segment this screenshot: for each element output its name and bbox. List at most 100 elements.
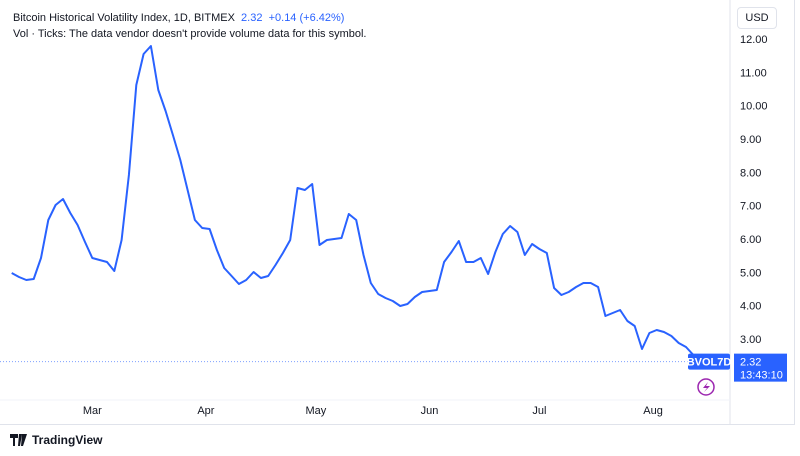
data-point xyxy=(412,294,417,299)
y-tick-label: 9.00 xyxy=(740,134,761,146)
data-point xyxy=(434,287,439,292)
data-point xyxy=(339,235,344,240)
flash-icon-bolt xyxy=(703,382,710,392)
data-point xyxy=(544,250,549,255)
data-point xyxy=(97,257,102,262)
data-point xyxy=(222,265,227,270)
data-point xyxy=(236,281,241,286)
data-point xyxy=(471,259,476,264)
data-point xyxy=(53,202,58,207)
data-point xyxy=(9,270,14,275)
data-point xyxy=(596,284,601,289)
x-tick-label: Jul xyxy=(532,405,546,417)
data-point xyxy=(669,333,674,338)
data-point xyxy=(449,249,454,254)
data-point xyxy=(317,242,322,247)
chart-legend: Bitcoin Historical Volatility Index, 1D,… xyxy=(13,10,366,42)
data-point xyxy=(361,252,366,257)
y-tick-label: 11.00 xyxy=(740,67,767,79)
data-point xyxy=(280,250,285,255)
tradingview-logo[interactable]: TradingView xyxy=(10,433,102,447)
x-tick-label: Aug xyxy=(643,405,663,417)
price-label-bg xyxy=(734,353,787,382)
data-point xyxy=(493,249,498,254)
data-point xyxy=(288,237,293,242)
data-point xyxy=(559,292,564,297)
data-point xyxy=(324,237,329,242)
data-point xyxy=(354,217,359,222)
data-point xyxy=(134,82,139,87)
data-point xyxy=(456,238,461,243)
series-line xyxy=(11,45,702,363)
data-point xyxy=(566,289,571,294)
data-point xyxy=(104,259,109,264)
data-point xyxy=(24,277,29,282)
data-point xyxy=(508,223,513,228)
data-point xyxy=(310,181,315,186)
data-point xyxy=(676,340,681,345)
data-point xyxy=(640,346,645,351)
data-point xyxy=(31,276,36,281)
data-point xyxy=(442,259,447,264)
data-point xyxy=(295,185,300,190)
data-point xyxy=(273,262,278,267)
data-point xyxy=(244,277,249,282)
data-point xyxy=(500,231,505,236)
data-point xyxy=(398,303,403,308)
data-point xyxy=(258,275,263,280)
data-point xyxy=(530,241,535,246)
data-point xyxy=(588,280,593,285)
x-tick-label: Mar xyxy=(83,405,102,417)
data-point xyxy=(647,330,652,335)
y-tick-label: 5.00 xyxy=(740,267,761,279)
data-point xyxy=(192,217,197,222)
x-tick-label: Jun xyxy=(421,405,439,417)
tradingview-logo-icon xyxy=(10,434,27,446)
data-point xyxy=(603,313,608,318)
data-point xyxy=(346,211,351,216)
data-point xyxy=(266,273,271,278)
data-point xyxy=(420,289,425,294)
data-point xyxy=(405,301,410,306)
volume-note: Vol · Ticks: The data vendor doesn't pro… xyxy=(13,28,367,40)
data-point xyxy=(251,269,256,274)
y-tick-label: 7.00 xyxy=(740,201,761,213)
data-point xyxy=(170,132,175,137)
data-point xyxy=(302,187,307,192)
data-point xyxy=(200,225,205,230)
currency-button[interactable]: USD xyxy=(737,7,777,29)
price-label-value: 2.32 xyxy=(740,357,761,369)
chart-frame xyxy=(0,0,795,425)
data-point xyxy=(119,237,124,242)
symbol-title[interactable]: Bitcoin Historical Volatility Index, 1D,… xyxy=(13,12,235,24)
data-point xyxy=(163,108,168,113)
data-point xyxy=(610,310,615,315)
y-tick-label: 8.00 xyxy=(740,167,761,179)
data-point xyxy=(376,291,381,296)
y-tick-label: 4.00 xyxy=(740,301,761,313)
x-tick-label: May xyxy=(305,405,326,417)
y-tick-label: 3.00 xyxy=(740,334,761,346)
last-value: 2.32 xyxy=(241,12,263,24)
data-point xyxy=(625,318,630,323)
data-point xyxy=(214,247,219,252)
data-point xyxy=(156,87,161,92)
data-point xyxy=(185,187,190,192)
data-point xyxy=(684,344,689,349)
data-point xyxy=(574,284,579,289)
data-point xyxy=(148,43,153,48)
data-point xyxy=(427,288,432,293)
data-point xyxy=(368,280,373,285)
data-point xyxy=(75,222,80,227)
data-point xyxy=(662,329,667,334)
data-point xyxy=(126,172,131,177)
data-point xyxy=(38,255,43,260)
data-point xyxy=(16,274,21,279)
data-point xyxy=(383,295,388,300)
data-point xyxy=(522,252,527,257)
data-point xyxy=(390,298,395,303)
data-point xyxy=(515,229,520,234)
data-point xyxy=(618,307,623,312)
branding-text: TradingView xyxy=(32,433,103,447)
